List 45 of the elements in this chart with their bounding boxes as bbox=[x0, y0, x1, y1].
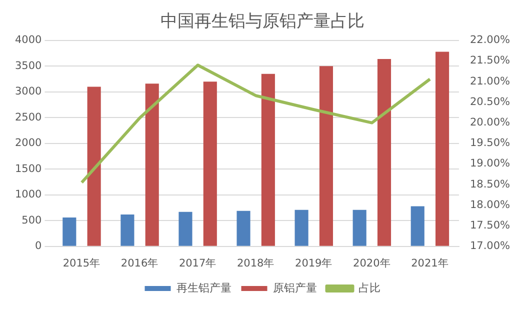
x-tick-label: 2018年 bbox=[236, 257, 275, 270]
bar bbox=[203, 82, 217, 246]
y2-tick-label: 19.00% bbox=[470, 158, 510, 170]
bar bbox=[87, 86, 101, 246]
y2-tick-label: 17.00% bbox=[470, 240, 510, 252]
bar bbox=[145, 84, 159, 246]
bar bbox=[352, 210, 366, 246]
y-tick-label: 500 bbox=[22, 214, 42, 226]
y2-tick-label: 21.50% bbox=[470, 54, 510, 67]
chart-title: 中国再生铝与原铝产量占比 bbox=[160, 12, 364, 32]
x-tick-label: 2021年 bbox=[411, 257, 449, 270]
x-tick-label: 2015年 bbox=[62, 257, 101, 270]
legend-label: 再生铝产量 bbox=[176, 281, 232, 294]
y-tick-label: 3000 bbox=[14, 86, 42, 98]
bar bbox=[62, 218, 76, 246]
x-tick-label: 2019年 bbox=[295, 257, 333, 270]
bar bbox=[236, 210, 250, 246]
y-tick-label: 2500 bbox=[14, 111, 42, 124]
y2-tick-label: 22.00% bbox=[470, 34, 510, 46]
y2-tick-label: 18.50% bbox=[470, 178, 510, 190]
y-tick-label: 1500 bbox=[14, 162, 42, 175]
bar bbox=[319, 66, 333, 246]
legend-label: 占比 bbox=[358, 281, 380, 294]
x-tick-label: 2016年 bbox=[120, 257, 159, 270]
y2-tick-label: 18.00% bbox=[470, 198, 510, 211]
bar bbox=[410, 206, 424, 246]
bar bbox=[294, 210, 308, 246]
legend-label: 原铝产量 bbox=[272, 281, 317, 294]
bar bbox=[120, 214, 134, 246]
y-tick-label: 4000 bbox=[14, 34, 42, 46]
y2-tick-label: 20.50% bbox=[470, 96, 510, 108]
y-tick-label: 0 bbox=[35, 240, 42, 252]
x-tick-label: 2020年 bbox=[353, 257, 391, 270]
bar bbox=[261, 74, 275, 246]
bar bbox=[377, 58, 392, 246]
y2-tick-label: 20.00% bbox=[470, 116, 510, 129]
bar bbox=[435, 52, 450, 246]
y2-tick-label: 21.00% bbox=[470, 75, 510, 88]
y2-tick-label: 17.50% bbox=[470, 220, 510, 232]
y-tick-label: 3500 bbox=[14, 60, 42, 72]
y2-tick-label: 19.50% bbox=[470, 137, 510, 150]
x-tick-label: 2017年 bbox=[178, 257, 217, 270]
y-tick-label: 1000 bbox=[14, 188, 42, 201]
y-tick-label: 2000 bbox=[14, 137, 42, 150]
bar bbox=[178, 212, 192, 246]
